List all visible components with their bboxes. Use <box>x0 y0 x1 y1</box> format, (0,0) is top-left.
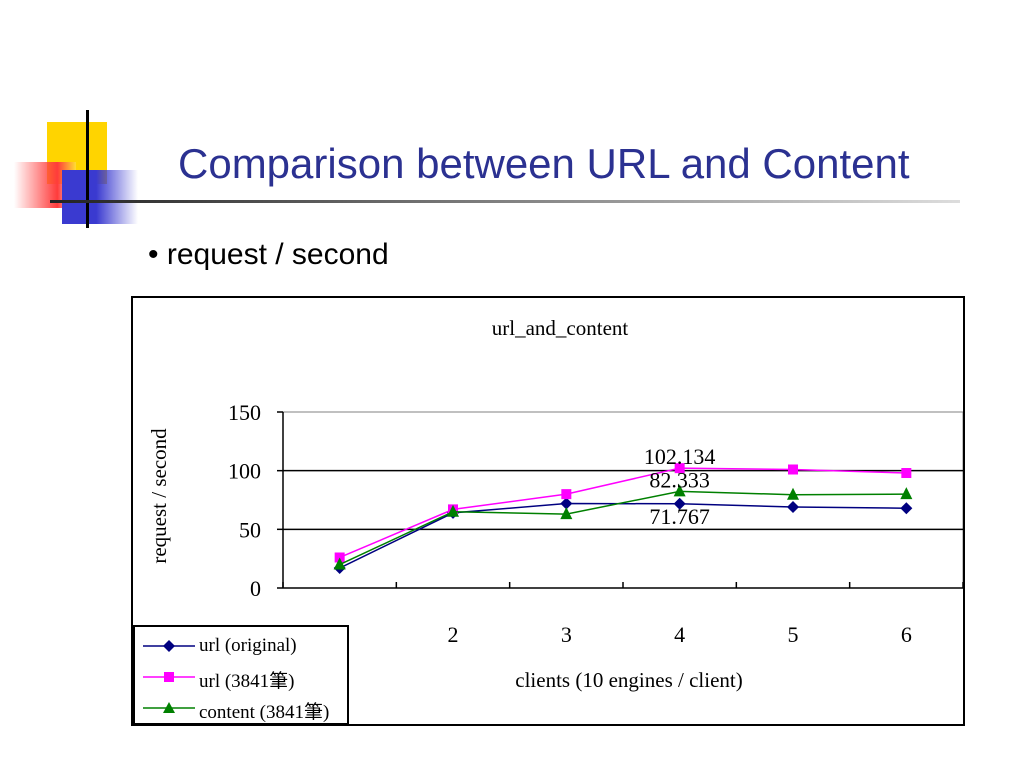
y-axis-label: request / second <box>147 428 171 564</box>
data-point <box>787 501 799 514</box>
legend-item-content-3841: content (3841筆) <box>135 695 347 723</box>
legend-item-url-3841: url (3841筆) <box>135 664 347 692</box>
slide-title: Comparison between URL and Content <box>178 140 910 187</box>
legend-label: url (3841筆) <box>199 671 295 692</box>
chart-title: url_and_content <box>492 316 629 340</box>
data-point <box>900 502 913 515</box>
x-tick-label: 2 <box>448 622 459 647</box>
data-point <box>560 507 573 520</box>
title-underline <box>50 200 960 203</box>
data-point <box>788 464 798 475</box>
legend-label: content (3841筆) <box>199 702 330 723</box>
data-point <box>900 487 913 500</box>
bullet-point: • request / second <box>148 238 389 271</box>
y-tick-label: 0 <box>250 576 261 601</box>
decor-blue-square <box>62 170 138 224</box>
data-point <box>334 552 345 563</box>
chart-legend: url (original) url (3841筆) content (3841… <box>133 625 349 725</box>
y-tick-label: 50 <box>239 517 261 542</box>
legend-swatch-triangle-icon <box>143 702 195 713</box>
data-point <box>673 497 686 510</box>
x-axis-label: clients (10 engines / client) <box>515 668 742 692</box>
data-point <box>674 463 685 474</box>
x-tick-label: 4 <box>674 622 685 647</box>
line-chart: url_and_content request / second clients… <box>147 316 963 692</box>
y-tick-label: 100 <box>228 459 261 484</box>
series-line-3 <box>339 490 907 566</box>
data-label: 102.134 <box>644 444 716 469</box>
data-point <box>560 497 573 510</box>
data-point <box>787 487 799 500</box>
decor-vertical-line <box>86 110 89 228</box>
data-point <box>561 489 572 500</box>
data-label: 82.333 <box>649 467 710 492</box>
series-line-2 <box>339 467 907 559</box>
series-line-1 <box>339 502 907 569</box>
legend-swatch-diamond-icon <box>143 640 195 652</box>
x-tick-label: 3 <box>561 622 572 647</box>
y-tick-label: 150 <box>228 400 261 425</box>
legend-swatch-square-icon <box>143 672 195 682</box>
x-tick-label: 5 <box>788 622 799 647</box>
x-tick-label: 6 <box>901 622 912 647</box>
data-label: 71.767 <box>649 504 710 529</box>
plot-area <box>282 411 963 589</box>
data-point <box>673 484 686 497</box>
data-point <box>333 557 346 570</box>
legend-label: url (original) <box>199 635 297 656</box>
data-point <box>901 468 912 479</box>
data-point <box>447 504 459 517</box>
legend-item-url-original: url (original) <box>135 633 347 657</box>
